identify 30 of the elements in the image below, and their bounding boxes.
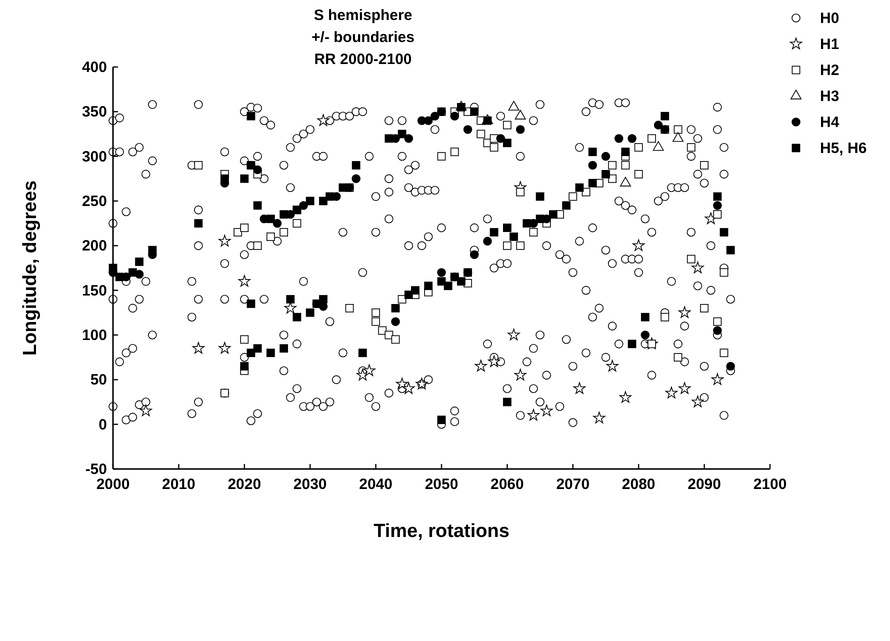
y-tick-label: 100: [82, 327, 107, 344]
legend-label: H4: [820, 114, 840, 131]
y-tick-label: 350: [82, 104, 107, 121]
x-tick-label: 2090: [688, 476, 721, 493]
x-tick-label: 2100: [753, 476, 787, 493]
chart-title: S hemisphere +/- boundaries RR 2000-2100: [312, 7, 414, 68]
legend-label: H0: [820, 10, 840, 27]
x-tick-label: 2050: [424, 476, 458, 493]
y-tick-label: 0: [98, 416, 107, 434]
y-tick-label: 200: [82, 238, 107, 255]
y-axis-title: Longitude, degrees: [20, 180, 41, 356]
x-tick-label: 2000: [96, 476, 130, 493]
legend-label: H3: [820, 88, 840, 105]
legend-label: H5, H6: [820, 140, 867, 157]
x-tick-label: 2010: [162, 476, 196, 493]
y-tick-label: 300: [82, 148, 107, 166]
legend-label: H1: [820, 36, 840, 53]
y-tick-label: -50: [85, 461, 107, 478]
x-axis-title: Time, rotations: [374, 521, 510, 542]
y-tick-label: 250: [82, 193, 107, 210]
x-tick-label: 2030: [293, 476, 327, 493]
x-tick-label: 2070: [556, 476, 590, 493]
legend-label: H2: [820, 62, 840, 79]
x-tick-label: 2020: [228, 476, 262, 493]
x-tick-label: 2060: [490, 476, 524, 493]
y-tick-label: 50: [90, 372, 107, 389]
y-tick-label: 400: [82, 59, 107, 76]
x-tick-label: 2040: [359, 476, 392, 493]
y-tick-label: 150: [82, 282, 107, 300]
x-tick-label: 2080: [622, 476, 656, 493]
